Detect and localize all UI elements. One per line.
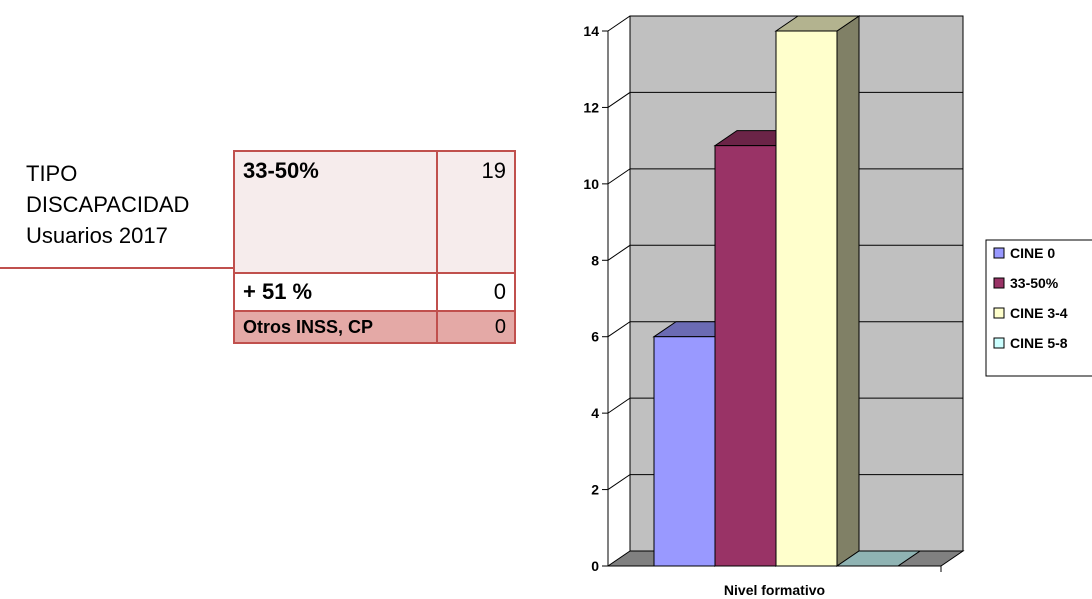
bar-front bbox=[714, 145, 777, 567]
y-tick-label: 12 bbox=[583, 99, 599, 115]
legend-label: CINE 3-4 bbox=[1010, 305, 1068, 321]
y-tick-label: 10 bbox=[583, 176, 599, 192]
legend-label: CINE 5-8 bbox=[1010, 335, 1068, 351]
bar-cine-3-4 bbox=[774, 15, 861, 567]
disability-type-label: TIPO DISCAPACIDAD Usuarios 2017 bbox=[26, 158, 189, 251]
label-line-2: DISCAPACIDAD bbox=[26, 192, 190, 217]
legend-swatch bbox=[993, 337, 1005, 349]
y-tick-label: 14 bbox=[583, 23, 599, 39]
table-row: 33-50% 19 bbox=[233, 150, 516, 274]
table-cell-value: 19 bbox=[436, 150, 516, 274]
legend-swatch bbox=[993, 247, 1005, 259]
table-row: + 51 % 0 bbox=[233, 272, 516, 312]
legend-label: CINE 0 bbox=[1010, 245, 1055, 261]
table-cell-key: 33-50% bbox=[233, 150, 438, 274]
legend-swatch bbox=[993, 277, 1005, 289]
bar-cine-5-8 bbox=[835, 550, 922, 567]
legend-label: 33-50% bbox=[1010, 275, 1059, 291]
y-tick-label: 4 bbox=[591, 405, 599, 421]
bar-front bbox=[775, 30, 838, 567]
table-cell-value: 0 bbox=[436, 310, 516, 344]
x-axis-label: Nivel formativo bbox=[724, 582, 825, 598]
y-tick-label: 6 bbox=[591, 329, 599, 345]
bar-side bbox=[836, 15, 860, 567]
label-line-3: Usuarios 2017 bbox=[26, 223, 168, 248]
table-row: Otros INSS, CP 0 bbox=[233, 310, 516, 344]
legend-swatch bbox=[993, 307, 1005, 319]
bar-front bbox=[653, 336, 716, 567]
bar-top bbox=[835, 550, 922, 567]
disability-table: 33-50% 19 + 51 % 0 Otros INSS, CP 0 bbox=[233, 150, 516, 344]
table-cell-key: + 51 % bbox=[233, 272, 438, 312]
table-cell-value: 0 bbox=[436, 272, 516, 312]
y-tick-label: 8 bbox=[591, 252, 599, 268]
label-underline bbox=[0, 267, 235, 269]
table-cell-key: Otros INSS, CP bbox=[233, 310, 438, 344]
label-line-1: TIPO bbox=[26, 161, 78, 186]
y-tick-label: 2 bbox=[591, 482, 599, 498]
y-tick-label: 0 bbox=[591, 558, 599, 574]
